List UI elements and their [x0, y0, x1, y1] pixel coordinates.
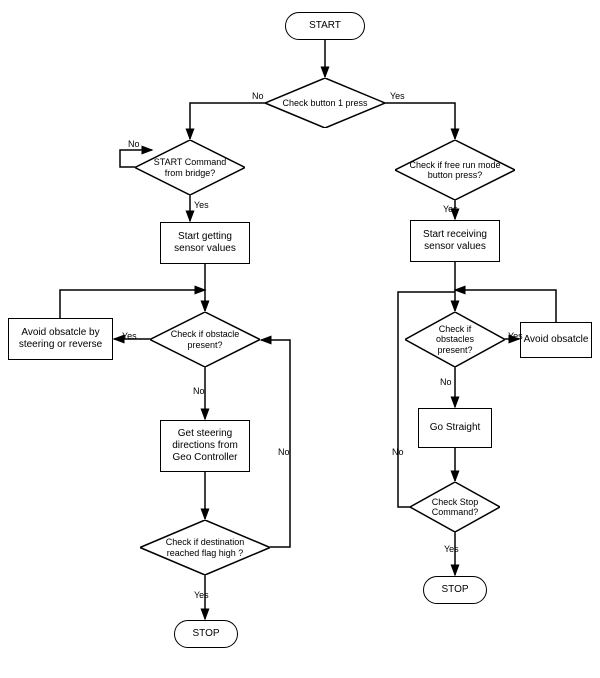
check-free-run-decision: Check if free run mode button press? — [395, 140, 515, 200]
edge-label: Yes — [194, 200, 209, 210]
destination-flag-decision: Check if destination reached flag high ? — [140, 520, 270, 575]
stop-command-label: Check Stop Command? — [424, 497, 486, 518]
stop-right-node: STOP — [423, 576, 487, 604]
avoid-right-process: Avoid obsatcle — [520, 322, 592, 358]
edge-label: Yes — [444, 544, 459, 554]
edge-label: No — [252, 91, 264, 101]
start-node: START — [285, 12, 365, 40]
stop-left-label: STOP — [192, 628, 219, 640]
avoid-left-process: Avoid obsatcle by steering or reverse — [8, 318, 113, 360]
sensor-left-label: Start getting sensor values — [163, 231, 247, 255]
sensor-right-label: Start receiving sensor values — [413, 229, 497, 253]
edge-label: No — [193, 386, 205, 396]
destination-flag-label: Check if destination reached flag high ? — [154, 537, 256, 558]
obstacle-left-decision: Check if obstacle present? — [150, 312, 260, 367]
start-label: START — [309, 20, 341, 32]
start-command-decision: START Command from bridge? — [135, 140, 245, 195]
edge-label: Yes — [390, 91, 405, 101]
edge-label: No — [392, 447, 404, 457]
sensor-left-process: Start getting sensor values — [160, 222, 250, 264]
edge-label: Yes — [194, 590, 209, 600]
obstacle-right-decision: Check if obstacles present? — [405, 312, 505, 367]
edge-label: Yes — [122, 331, 137, 341]
geo-label: Get steering directions from Geo Control… — [163, 428, 247, 464]
go-straight-process: Go Straight — [418, 408, 492, 448]
stop-right-label: STOP — [441, 584, 468, 596]
obstacle-right-label: Check if obstacles present? — [419, 324, 491, 355]
stop-left-node: STOP — [174, 620, 238, 648]
start-command-label: START Command from bridge? — [149, 157, 231, 178]
edge-label: No — [128, 139, 140, 149]
avoid-left-label: Avoid obsatcle by steering or reverse — [11, 327, 110, 351]
edge-label: Yes — [508, 331, 523, 341]
edge-label: No — [278, 447, 290, 457]
check-button-decision: Check button 1 press — [265, 78, 385, 128]
geo-process: Get steering directions from Geo Control… — [160, 420, 250, 472]
obstacle-left-label: Check if obstacle present? — [164, 329, 246, 350]
check-free-run-label: Check if free run mode button press? — [409, 160, 501, 181]
stop-command-decision: Check Stop Command? — [410, 482, 500, 532]
sensor-right-process: Start receiving sensor values — [410, 220, 500, 262]
edge-label: No — [440, 377, 452, 387]
avoid-right-label: Avoid obsatcle — [524, 334, 589, 346]
check-button-label: Check button 1 press — [282, 98, 367, 108]
go-straight-label: Go Straight — [430, 422, 481, 434]
edge-label: Yes — [443, 204, 458, 214]
